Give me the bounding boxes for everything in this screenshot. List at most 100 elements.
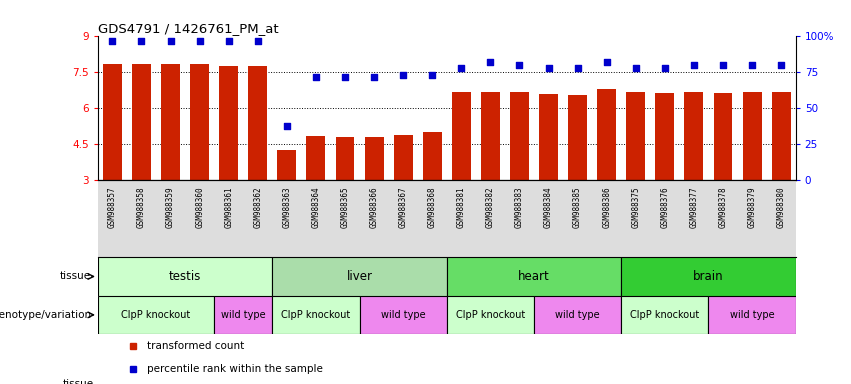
Point <box>658 65 671 71</box>
Text: genotype/variation: genotype/variation <box>0 310 91 320</box>
Bar <box>98 296 214 334</box>
Text: wild type: wild type <box>381 310 426 320</box>
Text: liver: liver <box>346 270 373 283</box>
Bar <box>277 151 296 180</box>
Bar <box>447 296 534 334</box>
Bar <box>655 93 674 180</box>
Text: ClpP knockout: ClpP knockout <box>122 310 191 320</box>
Point <box>745 62 759 68</box>
Point <box>134 38 148 44</box>
Text: wild type: wild type <box>730 310 774 320</box>
Point <box>426 72 439 78</box>
Text: GSM988381: GSM988381 <box>457 187 465 228</box>
Text: GSM988385: GSM988385 <box>573 187 582 228</box>
Bar <box>481 92 500 180</box>
Text: GSM988368: GSM988368 <box>428 187 437 228</box>
Bar <box>359 296 447 334</box>
Text: GSM988362: GSM988362 <box>254 187 262 228</box>
Bar <box>306 136 325 180</box>
Bar <box>272 257 447 296</box>
Bar <box>709 296 796 334</box>
Text: tissue: tissue <box>62 379 94 384</box>
Text: GSM988386: GSM988386 <box>603 187 611 228</box>
Text: GSM988383: GSM988383 <box>515 187 524 228</box>
Text: GSM988380: GSM988380 <box>777 187 785 228</box>
Point <box>687 62 700 68</box>
Bar <box>713 93 733 180</box>
Point <box>368 74 381 80</box>
Text: GSM988378: GSM988378 <box>718 187 728 228</box>
Text: GSM988382: GSM988382 <box>486 187 495 228</box>
Text: GSM988367: GSM988367 <box>398 187 408 228</box>
Bar <box>248 66 267 180</box>
Bar <box>214 296 272 334</box>
Bar <box>161 64 180 180</box>
Point <box>454 65 468 71</box>
Bar <box>621 296 708 334</box>
Text: ClpP knockout: ClpP knockout <box>456 310 525 320</box>
Point <box>163 38 177 44</box>
Bar <box>452 92 471 180</box>
Text: GSM988376: GSM988376 <box>660 187 670 228</box>
Bar <box>220 66 238 180</box>
Text: GSM988363: GSM988363 <box>283 187 291 228</box>
Bar <box>103 64 122 180</box>
Bar <box>335 137 355 180</box>
Text: GSM988365: GSM988365 <box>340 187 350 228</box>
Text: GSM988361: GSM988361 <box>224 187 233 228</box>
Bar <box>364 137 384 180</box>
Bar <box>621 257 796 296</box>
Bar <box>597 89 616 180</box>
Bar <box>568 95 587 180</box>
Point <box>251 38 265 44</box>
Point <box>542 65 556 71</box>
Point <box>512 62 526 68</box>
Point <box>280 123 294 129</box>
Text: heart: heart <box>518 270 550 283</box>
Point <box>338 74 351 80</box>
Text: GSM988358: GSM988358 <box>137 187 146 228</box>
Text: transformed count: transformed count <box>146 341 244 351</box>
Bar <box>190 64 209 180</box>
Bar <box>423 132 442 180</box>
Point <box>222 38 236 44</box>
Bar <box>394 136 413 180</box>
Text: GSM988384: GSM988384 <box>544 187 553 228</box>
Bar <box>447 257 621 296</box>
Bar <box>132 64 151 180</box>
Bar <box>539 94 558 180</box>
Bar <box>772 92 791 180</box>
Text: ClpP knockout: ClpP knockout <box>631 310 700 320</box>
Point <box>106 38 119 44</box>
Point <box>717 62 730 68</box>
Text: GSM988377: GSM988377 <box>689 187 699 228</box>
Point <box>483 59 497 65</box>
Text: testis: testis <box>168 270 202 283</box>
Point <box>397 72 410 78</box>
Text: brain: brain <box>694 270 723 283</box>
Bar <box>684 92 704 180</box>
Text: GSM988359: GSM988359 <box>166 187 175 228</box>
Text: GSM988357: GSM988357 <box>108 187 117 228</box>
Point <box>309 74 323 80</box>
Bar <box>272 296 360 334</box>
Text: GSM988360: GSM988360 <box>195 187 204 228</box>
Text: wild type: wild type <box>221 310 266 320</box>
Bar <box>743 92 762 180</box>
Text: wild type: wild type <box>556 310 600 320</box>
Point <box>571 65 585 71</box>
Point <box>774 62 788 68</box>
Bar <box>98 257 272 296</box>
Text: tissue: tissue <box>60 271 91 281</box>
Text: GSM988366: GSM988366 <box>369 187 379 228</box>
Bar <box>626 92 645 180</box>
Bar <box>534 296 621 334</box>
Text: ClpP knockout: ClpP knockout <box>282 310 351 320</box>
Text: GDS4791 / 1426761_PM_at: GDS4791 / 1426761_PM_at <box>98 22 278 35</box>
Text: GSM988364: GSM988364 <box>311 187 321 228</box>
Text: percentile rank within the sample: percentile rank within the sample <box>146 364 323 374</box>
Point <box>193 38 207 44</box>
Text: GSM988375: GSM988375 <box>631 187 640 228</box>
Point <box>629 65 643 71</box>
Text: GSM988379: GSM988379 <box>747 187 757 228</box>
